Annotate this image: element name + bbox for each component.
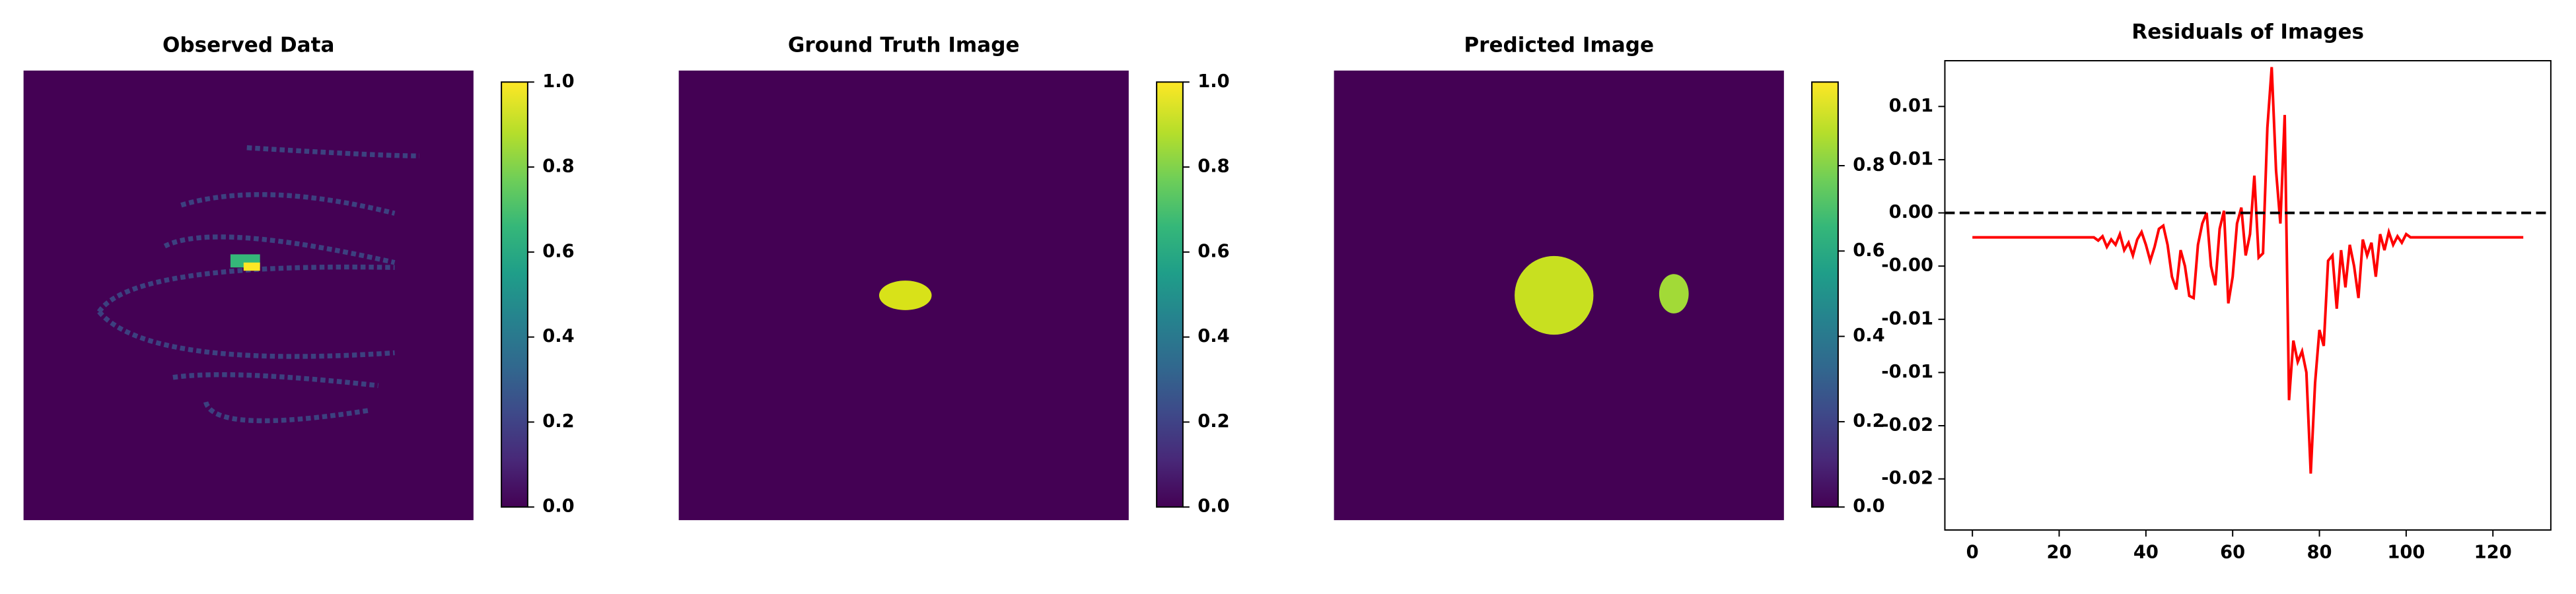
- x-tick-label: 60: [2220, 542, 2245, 562]
- heatmap-blob: [1515, 255, 1594, 335]
- x-tick-label: 20: [2046, 542, 2071, 562]
- y-tick-label: 0.01: [1889, 96, 1933, 116]
- y-tick-label: 0.00: [1889, 202, 1933, 222]
- heatmap: [23, 70, 474, 521]
- heatmap-blob: [1659, 274, 1689, 314]
- x-tick-label: 120: [2474, 542, 2512, 562]
- colorbar-tick-label: 0.6: [542, 241, 574, 261]
- colorbar-tick-label: 1.0: [1198, 71, 1229, 92]
- colorbar: [1156, 81, 1184, 508]
- colorbar-tick-label: 0.4: [1853, 325, 1884, 346]
- y-tick-label: -0.01: [1881, 308, 1933, 329]
- colorbar-tick-label: 0.8: [1198, 156, 1229, 177]
- panel-title: Residuals of Images: [2131, 20, 2364, 44]
- colorbar-tick-label: 0.6: [1198, 241, 1229, 261]
- y-tick-label: -0.00: [1881, 255, 1933, 276]
- colorbar-tick-label: 0.2: [1853, 411, 1884, 431]
- colorbar-tick-label: 0.8: [1853, 155, 1884, 176]
- colorbar-tick-label: 0.0: [1853, 496, 1884, 517]
- y-tick-label: -0.01: [1881, 362, 1933, 382]
- colorbar: [1811, 81, 1839, 508]
- panel-title: Predicted Image: [1464, 34, 1654, 57]
- colorbar-tick-label: 0.4: [542, 326, 574, 346]
- colorbar-tick-label: 0.4: [1198, 326, 1229, 346]
- panel-title: Observed Data: [162, 34, 334, 57]
- x-tick-label: 40: [2133, 542, 2159, 562]
- x-tick-label: 80: [2307, 542, 2332, 562]
- colorbar: [501, 81, 528, 508]
- heatmap-arcs: [96, 145, 419, 424]
- colorbar-tick-label: 0.2: [542, 411, 574, 432]
- heatmap-spot: [243, 262, 260, 271]
- colorbar-tick-label: 0.2: [1198, 411, 1229, 432]
- x-tick-label: 0: [1966, 542, 1979, 562]
- panel-title: Ground Truth Image: [788, 34, 1020, 57]
- y-tick-label: -0.02: [1881, 468, 1933, 488]
- colorbar-tick-label: 0.0: [542, 496, 574, 517]
- colorbar-tick-label: 0.0: [1198, 496, 1229, 517]
- colorbar-tick-label: 1.0: [542, 71, 574, 92]
- heatmap-blob: [878, 280, 932, 310]
- residual-line: [1972, 67, 2524, 474]
- axes-frame: [1944, 59, 2552, 531]
- y-tick-label: -0.02: [1881, 415, 1933, 436]
- x-tick-label: 100: [2387, 542, 2425, 562]
- colorbar-tick-label: 0.6: [1853, 240, 1884, 261]
- colorbar-tick-label: 0.8: [542, 156, 574, 177]
- y-tick-label: 0.01: [1889, 148, 1933, 169]
